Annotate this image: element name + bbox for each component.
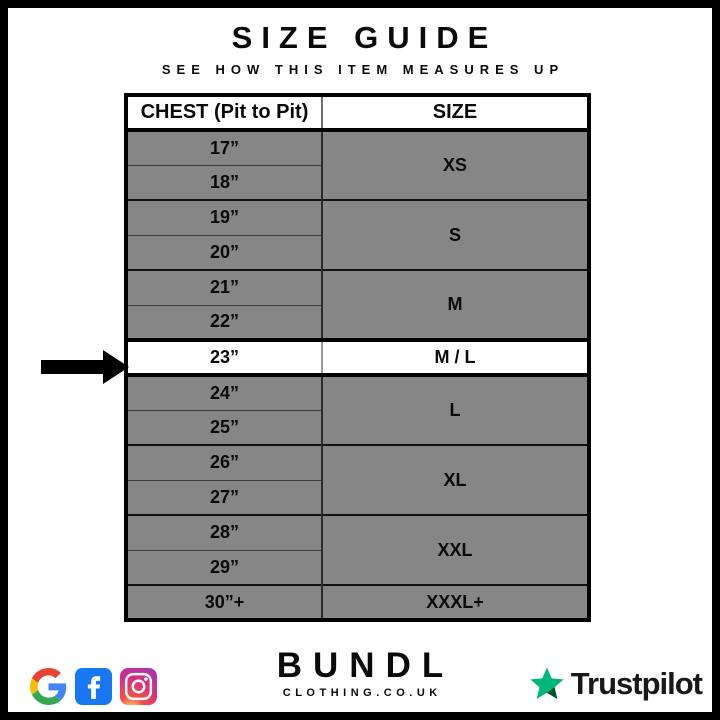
size-cell: M / L — [322, 338, 589, 377]
chest-cell: 18” — [126, 164, 323, 200]
table-row: 22” — [126, 304, 589, 340]
table-row: 24” L — [126, 374, 589, 445]
chest-cell: 22” — [126, 304, 323, 340]
page-title: SIZE GUIDE — [231, 20, 498, 55]
size-guide-table: CHEST (Pit to Pit) SIZE 17” XS 18” 19” S 20” 2… — [124, 93, 591, 622]
trustpilot-label: Trustpilot — [570, 666, 703, 701]
size-cell: XS — [322, 129, 589, 200]
trustpilot-star-icon — [530, 667, 564, 699]
table-row: 19” S — [126, 199, 589, 270]
chest-cell: 23” — [126, 338, 323, 377]
brand-logo: BUNDL CLOTHING.CO.UK — [8, 646, 712, 699]
chest-column-header: CHEST (Pit to Pit) — [126, 95, 323, 132]
table-row: 18” — [126, 164, 589, 200]
table-row: 26” XL — [126, 444, 589, 515]
chest-cell: 20” — [126, 234, 323, 270]
size-column-header: SIZE — [322, 95, 589, 132]
facebook-icon[interactable] — [75, 668, 112, 705]
table-header-row: CHEST (Pit to Pit) SIZE — [126, 95, 589, 132]
size-cell: XXL — [322, 514, 589, 585]
table-row: 30”+ XXXL+ — [126, 584, 589, 620]
table-row: 27” — [126, 479, 589, 515]
page-subtitle: SEE HOW THIS ITEM MEASURES UP — [161, 62, 565, 77]
table-row: 20” — [126, 234, 589, 270]
table-row: 17” XS — [126, 129, 589, 200]
size-cell: XXXL+ — [322, 584, 589, 620]
table-row: 23” M / L — [126, 338, 589, 377]
chest-cell: 27” — [126, 479, 323, 515]
google-icon[interactable] — [30, 668, 67, 705]
trustpilot-logo[interactable]: Trustpilot — [527, 664, 703, 704]
table-row: 29” — [126, 549, 589, 585]
size-cell: M — [322, 269, 589, 340]
row-pointer-arrow-icon — [41, 350, 129, 384]
table-row: 28” XXL — [126, 514, 589, 585]
table-row: 21” M — [126, 269, 589, 340]
chest-cell: 29” — [126, 549, 323, 585]
brand-subtext: CLOTHING.CO.UK — [282, 686, 442, 699]
size-cell: L — [322, 374, 589, 445]
size-cell: S — [322, 199, 589, 270]
chest-cell: 19” — [126, 199, 323, 235]
chest-cell: 30”+ — [126, 584, 323, 620]
chest-cell: 28” — [126, 514, 323, 550]
table-row: 25” — [126, 409, 589, 445]
social-icons — [30, 668, 157, 705]
chest-cell: 24” — [126, 374, 323, 410]
brand-name: BUNDL — [276, 646, 455, 685]
chest-cell: 26” — [126, 444, 323, 480]
instagram-icon[interactable] — [120, 668, 157, 705]
chest-cell: 25” — [126, 409, 323, 445]
size-cell: XL — [322, 444, 589, 515]
size-table-body: 17” XS 18” 19” S 20” 21” M 22” 23” M / L 24” L 25” 26”… — [126, 129, 589, 620]
chest-cell: 21” — [126, 269, 323, 305]
chest-cell: 17” — [126, 129, 323, 165]
